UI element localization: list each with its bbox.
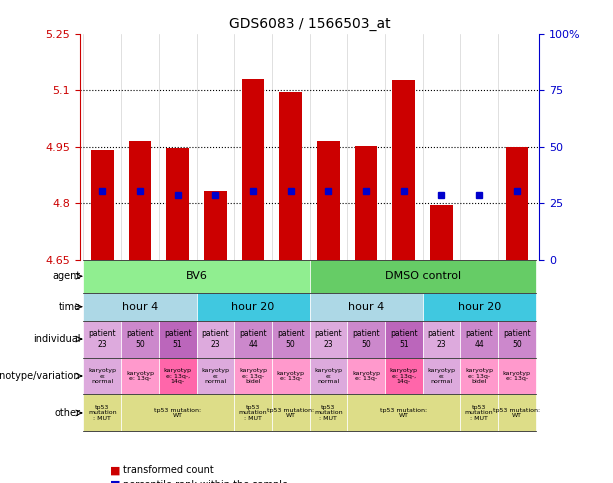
Text: karyotyp
e: 13q-
bidel: karyotyp e: 13q- bidel bbox=[239, 368, 267, 384]
Text: tp53
mutation
: MUT: tp53 mutation : MUT bbox=[238, 405, 267, 421]
Text: DMSO control: DMSO control bbox=[384, 271, 461, 281]
FancyBboxPatch shape bbox=[159, 357, 197, 395]
Text: patient
44: patient 44 bbox=[465, 329, 493, 349]
Text: percentile rank within the sample: percentile rank within the sample bbox=[123, 480, 287, 483]
Text: tp53 mutation:
WT: tp53 mutation: WT bbox=[267, 408, 314, 418]
Text: patient
23: patient 23 bbox=[314, 329, 342, 349]
Bar bbox=[204, 191, 227, 260]
FancyBboxPatch shape bbox=[197, 357, 234, 395]
FancyBboxPatch shape bbox=[460, 357, 498, 395]
Bar bbox=[506, 147, 528, 260]
Text: karyotyp
e:
normal: karyotyp e: normal bbox=[201, 368, 229, 384]
Text: patient
23: patient 23 bbox=[428, 329, 455, 349]
Bar bbox=[280, 92, 302, 260]
Text: karyotyp
e: 13q-: karyotyp e: 13q- bbox=[126, 370, 154, 382]
Text: patient
50: patient 50 bbox=[126, 329, 154, 349]
Text: transformed count: transformed count bbox=[123, 465, 213, 475]
Text: patient
23: patient 23 bbox=[202, 329, 229, 349]
FancyBboxPatch shape bbox=[197, 321, 234, 357]
Text: individual: individual bbox=[33, 334, 80, 344]
FancyBboxPatch shape bbox=[498, 395, 536, 431]
Text: tp53
mutation
: MUT: tp53 mutation : MUT bbox=[465, 405, 493, 421]
Text: patient
50: patient 50 bbox=[277, 329, 305, 349]
Bar bbox=[166, 148, 189, 260]
FancyBboxPatch shape bbox=[121, 321, 159, 357]
Text: karyotyp
e:
normal: karyotyp e: normal bbox=[314, 368, 343, 384]
Text: hour 20: hour 20 bbox=[457, 302, 501, 312]
Text: ■: ■ bbox=[110, 480, 121, 483]
FancyBboxPatch shape bbox=[347, 395, 460, 431]
Text: hour 4: hour 4 bbox=[348, 302, 384, 312]
Text: tp53 mutation:
WT: tp53 mutation: WT bbox=[493, 408, 541, 418]
Text: tp53 mutation:
WT: tp53 mutation: WT bbox=[380, 408, 427, 418]
Bar bbox=[317, 141, 340, 260]
Bar bbox=[430, 205, 453, 260]
FancyBboxPatch shape bbox=[272, 357, 310, 395]
Text: hour 20: hour 20 bbox=[232, 302, 275, 312]
FancyBboxPatch shape bbox=[422, 293, 536, 321]
FancyBboxPatch shape bbox=[234, 321, 272, 357]
Text: patient
51: patient 51 bbox=[164, 329, 191, 349]
Text: tp53 mutation:
WT: tp53 mutation: WT bbox=[154, 408, 201, 418]
FancyBboxPatch shape bbox=[460, 395, 498, 431]
FancyBboxPatch shape bbox=[385, 357, 422, 395]
Title: GDS6083 / 1566503_at: GDS6083 / 1566503_at bbox=[229, 17, 390, 31]
Text: patient
50: patient 50 bbox=[503, 329, 531, 349]
FancyBboxPatch shape bbox=[347, 321, 385, 357]
FancyBboxPatch shape bbox=[83, 293, 197, 321]
FancyBboxPatch shape bbox=[83, 321, 121, 357]
Text: karyotyp
e:
normal: karyotyp e: normal bbox=[427, 368, 455, 384]
FancyBboxPatch shape bbox=[83, 395, 121, 431]
Text: BV6: BV6 bbox=[186, 271, 207, 281]
Text: karyotyp
e: 13q-
bidel: karyotyp e: 13q- bidel bbox=[465, 368, 493, 384]
Text: other: other bbox=[55, 408, 80, 418]
FancyBboxPatch shape bbox=[310, 260, 536, 293]
FancyBboxPatch shape bbox=[385, 321, 422, 357]
Text: tp53
mutation
: MUT: tp53 mutation : MUT bbox=[88, 405, 116, 421]
Text: patient
44: patient 44 bbox=[239, 329, 267, 349]
FancyBboxPatch shape bbox=[422, 321, 460, 357]
Text: karyotyp
e: 13q-: karyotyp e: 13q- bbox=[276, 370, 305, 382]
FancyBboxPatch shape bbox=[422, 357, 460, 395]
FancyBboxPatch shape bbox=[159, 321, 197, 357]
FancyBboxPatch shape bbox=[197, 293, 310, 321]
Text: patient
51: patient 51 bbox=[390, 329, 417, 349]
Text: karyotyp
e: 13q-,
14q-: karyotyp e: 13q-, 14q- bbox=[390, 368, 418, 384]
Text: patient
50: patient 50 bbox=[352, 329, 380, 349]
Text: karyotyp
e: 13q-: karyotyp e: 13q- bbox=[352, 370, 380, 382]
FancyBboxPatch shape bbox=[83, 260, 310, 293]
FancyBboxPatch shape bbox=[234, 395, 272, 431]
FancyBboxPatch shape bbox=[310, 395, 347, 431]
Text: ■: ■ bbox=[110, 465, 121, 475]
FancyBboxPatch shape bbox=[83, 357, 121, 395]
FancyBboxPatch shape bbox=[310, 293, 422, 321]
FancyBboxPatch shape bbox=[272, 321, 310, 357]
Text: tp53
mutation
: MUT: tp53 mutation : MUT bbox=[314, 405, 343, 421]
Bar bbox=[129, 141, 151, 260]
Text: patient
23: patient 23 bbox=[88, 329, 116, 349]
FancyBboxPatch shape bbox=[460, 321, 498, 357]
Bar bbox=[91, 151, 113, 260]
FancyBboxPatch shape bbox=[498, 357, 536, 395]
Text: agent: agent bbox=[52, 271, 80, 281]
FancyBboxPatch shape bbox=[310, 357, 347, 395]
Text: hour 4: hour 4 bbox=[122, 302, 158, 312]
FancyBboxPatch shape bbox=[310, 321, 347, 357]
Text: genotype/variation: genotype/variation bbox=[0, 371, 80, 381]
Text: karyotyp
e: 13q-: karyotyp e: 13q- bbox=[503, 370, 531, 382]
FancyBboxPatch shape bbox=[234, 357, 272, 395]
Text: time: time bbox=[58, 302, 80, 312]
FancyBboxPatch shape bbox=[498, 321, 536, 357]
Bar bbox=[242, 79, 264, 260]
Bar bbox=[392, 80, 415, 260]
FancyBboxPatch shape bbox=[272, 395, 310, 431]
Text: karyotyp
e: 13q-,
14q-: karyotyp e: 13q-, 14q- bbox=[164, 368, 192, 384]
Text: karyotyp
e:
normal: karyotyp e: normal bbox=[88, 368, 116, 384]
FancyBboxPatch shape bbox=[121, 357, 159, 395]
FancyBboxPatch shape bbox=[347, 357, 385, 395]
FancyBboxPatch shape bbox=[121, 395, 234, 431]
Bar bbox=[355, 146, 378, 260]
